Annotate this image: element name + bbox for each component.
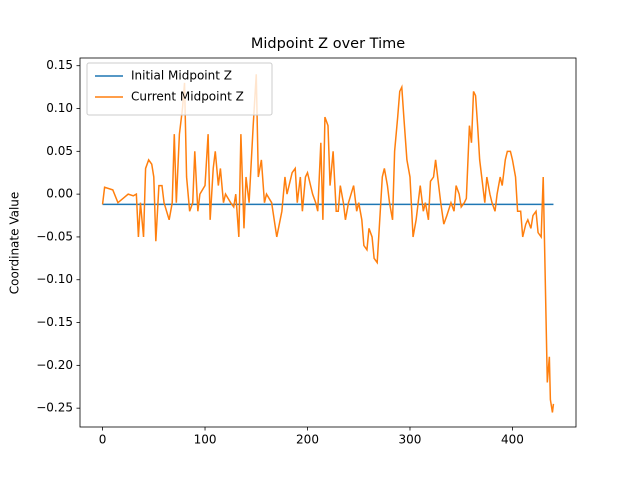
- plot-frame: [79, 57, 577, 428]
- y-tick-label: −0.10: [36, 272, 73, 286]
- y-tick-label: 0.10: [46, 101, 73, 115]
- y-tick-label: −0.20: [36, 358, 73, 372]
- y-tick-label: −0.25: [36, 401, 73, 415]
- x-tick-label: 300: [399, 433, 422, 447]
- legend-box: [86, 62, 273, 116]
- y-tick-label: −0.05: [36, 229, 73, 243]
- chart-title: Midpoint Z over Time: [251, 36, 405, 52]
- x-tick-label: 0: [99, 433, 107, 447]
- x-tick-label: 200: [296, 433, 319, 447]
- legend-label: Initial Midpoint Z: [131, 69, 232, 83]
- y-tick-label: 0.00: [46, 187, 73, 201]
- y-tick-label: 0.15: [46, 58, 73, 72]
- x-tick-label: 400: [501, 433, 524, 447]
- x-tick-label: 100: [194, 433, 217, 447]
- y-tick-label: 0.05: [46, 144, 73, 158]
- y-axis-label: Coordinate Value: [8, 192, 22, 295]
- line-series: [101, 74, 555, 413]
- y-tick-label: −0.15: [36, 315, 73, 329]
- legend-label: Current Midpoint Z: [131, 90, 244, 104]
